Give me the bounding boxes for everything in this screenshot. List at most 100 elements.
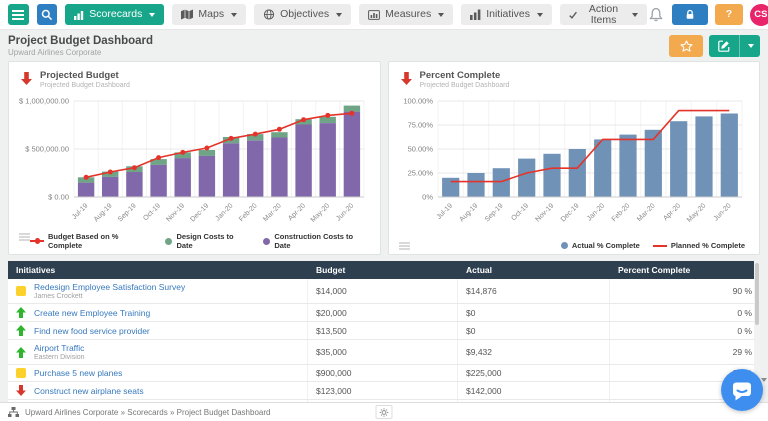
nav-initiatives-button[interactable]: Initiatives bbox=[461, 4, 552, 25]
search-icon bbox=[41, 9, 53, 20]
nav-objectives-button[interactable]: Objectives bbox=[254, 4, 352, 25]
nav-initiatives-label: Initiatives bbox=[486, 8, 530, 21]
scrollbar-thumb[interactable] bbox=[755, 263, 759, 326]
chart-menu-icon[interactable] bbox=[19, 233, 30, 235]
nav-maps-button[interactable]: Maps bbox=[172, 4, 247, 25]
legend-swatch bbox=[30, 238, 44, 244]
initiative-link[interactable]: Airport Traffic bbox=[34, 343, 85, 353]
nav-scorecards-button[interactable]: Scorecards bbox=[65, 4, 165, 25]
table-body: Redesign Employee Satisfaction Survey Jam… bbox=[8, 279, 760, 402]
scorecards-icon bbox=[74, 10, 84, 20]
legend-item[interactable]: Budget Based on % Complete bbox=[30, 232, 152, 250]
bar-chart-icon bbox=[470, 9, 481, 20]
svg-text:Sep-19: Sep-19 bbox=[484, 202, 505, 223]
actual-cell: $14,876 bbox=[458, 279, 610, 303]
column-header-actual[interactable]: Actual bbox=[466, 265, 492, 275]
nav-action-items-button[interactable]: Action Items bbox=[560, 4, 647, 25]
edit-icon bbox=[718, 40, 730, 52]
legend-label: Construction Costs to Date bbox=[274, 232, 354, 250]
budget-cell: $14,000 bbox=[308, 279, 458, 303]
legend-swatch bbox=[165, 237, 173, 245]
panel-subtitle: Projected Budget Dashboard bbox=[40, 82, 130, 89]
menu-button[interactable] bbox=[8, 4, 29, 25]
main-content: Project Budget Dashboard Upward Airlines… bbox=[0, 30, 768, 402]
column-header-initiatives[interactable]: Initiatives bbox=[16, 265, 56, 275]
chat-launcher-button[interactable] bbox=[721, 369, 763, 411]
svg-text:Aug-19: Aug-19 bbox=[93, 202, 114, 223]
page-subtitle: Upward Airlines Corporate bbox=[8, 48, 102, 57]
svg-text:Aug-19: Aug-19 bbox=[458, 202, 479, 223]
yellow-square-status-icon bbox=[16, 368, 26, 378]
svg-text:Jan-20: Jan-20 bbox=[215, 202, 235, 222]
favorite-button[interactable] bbox=[669, 35, 703, 57]
notifications-button[interactable] bbox=[647, 4, 665, 26]
initiative-link[interactable]: Construct new airplane seats bbox=[34, 385, 144, 396]
column-header-percent-complete[interactable]: Percent Complete bbox=[618, 265, 691, 275]
actual-cell: $142,000 bbox=[458, 382, 610, 399]
user-avatar[interactable]: CS bbox=[749, 3, 768, 26]
legend-item[interactable]: Actual % Complete bbox=[560, 241, 640, 250]
vertical-scrollbar[interactable] bbox=[754, 261, 760, 402]
check-icon bbox=[569, 11, 577, 19]
help-button[interactable]: ? bbox=[714, 4, 743, 25]
svg-text:Jul-19: Jul-19 bbox=[71, 202, 90, 221]
lock-button[interactable] bbox=[671, 4, 708, 25]
gear-icon bbox=[379, 407, 389, 417]
nav-measures-button[interactable]: Measures bbox=[359, 4, 454, 25]
svg-text:Jun-20: Jun-20 bbox=[712, 202, 732, 222]
actual-cell bbox=[458, 400, 610, 402]
legend-item[interactable]: Planned % Complete bbox=[652, 241, 745, 250]
initiative-link[interactable]: Purchase 5 new planes bbox=[34, 368, 123, 378]
charts-row: Projected Budget Projected Budget Dashbo… bbox=[0, 61, 768, 255]
green-up-arrow-icon bbox=[16, 346, 26, 358]
table-row bbox=[8, 400, 760, 402]
chart-legend: Budget Based on % Complete Design Costs t… bbox=[30, 232, 370, 250]
chart-legend: Actual % Complete Planned % Complete bbox=[410, 241, 750, 250]
svg-text:Mar-20: Mar-20 bbox=[636, 202, 657, 223]
status-bar: Upward Airlines Corporate » Scorecards »… bbox=[0, 402, 768, 421]
nav-maps-label: Maps bbox=[198, 8, 225, 21]
actual-cell: $9,432 bbox=[458, 340, 610, 364]
actual-cell: $0 bbox=[458, 304, 610, 321]
svg-text:$ 0.00: $ 0.00 bbox=[48, 193, 69, 202]
chevron-down-icon bbox=[231, 12, 238, 17]
svg-text:75.00%: 75.00% bbox=[407, 121, 433, 130]
table-row: Create new Employee Training $20,000 $0 0 % bbox=[8, 304, 760, 322]
svg-text:Jun-20: Jun-20 bbox=[335, 202, 355, 222]
top-navbar: Scorecards Maps Objectives bbox=[0, 0, 768, 30]
legend-label: Design Costs to Date bbox=[176, 232, 234, 250]
edit-menu-button[interactable] bbox=[739, 35, 760, 57]
legend-item[interactable]: Construction Costs to Date bbox=[263, 232, 369, 250]
initiatives-table: Initiatives Budget Actual Percent Complete … bbox=[8, 261, 760, 402]
green-up-arrow-icon bbox=[16, 307, 26, 318]
search-button[interactable] bbox=[36, 4, 58, 25]
chevron-down-icon bbox=[748, 44, 754, 48]
svg-text:Dec-19: Dec-19 bbox=[190, 202, 211, 223]
yellow-square-status-icon bbox=[16, 286, 26, 296]
nav-scorecards-label: Scorecards bbox=[89, 8, 143, 21]
panel-title: Projected Budget bbox=[40, 70, 119, 81]
bell-icon bbox=[649, 7, 663, 22]
avatar-initials: CS bbox=[754, 9, 768, 20]
initiative-link[interactable]: Redesign Employee Satisfaction Survey bbox=[34, 282, 186, 292]
lock-icon bbox=[686, 9, 694, 19]
budget-cell bbox=[308, 400, 458, 402]
chat-caret-icon[interactable] bbox=[761, 378, 767, 382]
panel-title: Percent Complete bbox=[419, 70, 501, 81]
red-down-arrow-icon bbox=[16, 385, 26, 396]
chart-menu-icon[interactable] bbox=[398, 242, 410, 244]
nav-measures-label: Measures bbox=[385, 8, 432, 21]
column-header-budget[interactable]: Budget bbox=[316, 265, 346, 275]
edit-button[interactable] bbox=[709, 35, 739, 57]
legend-item[interactable]: Design Costs to Date bbox=[165, 232, 250, 250]
settings-button[interactable] bbox=[375, 405, 393, 419]
initiative-link[interactable]: Find new food service provider bbox=[34, 325, 150, 336]
svg-text:Jul-19: Jul-19 bbox=[435, 202, 454, 221]
initiative-link[interactable]: Create new Employee Training bbox=[34, 307, 151, 318]
legend-label: Actual % Complete bbox=[571, 241, 640, 250]
panel-subtitle: Projected Budget Dashboard bbox=[419, 82, 510, 89]
budget-cell: $13,500 bbox=[308, 322, 458, 339]
table-row: Find new food service provider $13,500 $0 0… bbox=[8, 322, 760, 340]
chevron-down-icon bbox=[149, 12, 156, 17]
svg-text:Feb-20: Feb-20 bbox=[611, 202, 632, 223]
